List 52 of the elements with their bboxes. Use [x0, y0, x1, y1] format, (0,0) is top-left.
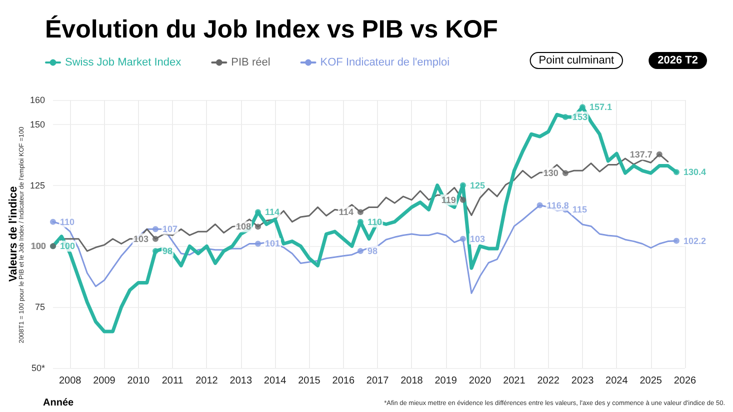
x-tick-label: 2008 [58, 376, 82, 386]
data-label: 115 [572, 204, 587, 215]
data-label: 137.7 [630, 149, 652, 160]
y-tick-label: 160 [30, 95, 45, 105]
x-tick-label: 2011 [162, 376, 184, 386]
y-axis-title: Valeurs de l'indice [8, 186, 20, 282]
chart-title: Évolution du Job Index vs PIB vs KOF [45, 14, 498, 44]
data-label: 103 [470, 234, 485, 244]
x-tick-label: 2021 [503, 376, 526, 386]
data-label: 114 [338, 207, 354, 218]
legend-label: PIB réel [231, 56, 270, 68]
x-tick-label: 2012 [196, 376, 218, 386]
x-tick-label: 2025 [640, 376, 662, 386]
x-tick-label: 2024 [606, 376, 628, 386]
x-tick-label: 2023 [571, 376, 594, 386]
data-label: 130.4 [683, 167, 706, 178]
x-tick-label: 2022 [537, 376, 560, 386]
text: 2026 T2 [658, 54, 698, 66]
x-tick-label: 2013 [230, 376, 252, 386]
data-label: 157.1 [590, 102, 612, 112]
data-label: 114 [264, 207, 280, 218]
data-label: 110 [60, 216, 75, 227]
x-tick-label: 2019 [434, 376, 458, 386]
x-tick-label: 2016 [332, 376, 355, 386]
data-label: 110 [367, 216, 382, 227]
data-label: 153 [572, 112, 588, 122]
x-tick-label: 2018 [400, 376, 424, 386]
data-label: 102.2 [683, 236, 706, 246]
y-tick-label: 75 [34, 302, 45, 312]
data-label: 107 [162, 224, 178, 234]
x-tick-label: 2009 [93, 376, 116, 386]
data-label: 101 [264, 238, 280, 249]
data-label: 116.8 [546, 200, 569, 210]
x-tick-label: 2020 [468, 376, 492, 386]
data-label: 100 [60, 241, 76, 252]
x-tick-label: 2026 [674, 376, 697, 386]
data-label: 98 [162, 246, 172, 256]
legend-label: KOF Indicateur de l'emploi [320, 56, 450, 68]
x-tick-label: 2010 [127, 376, 150, 386]
y-tick-label: 100 [30, 241, 45, 252]
x-tick-label: 2014 [264, 376, 287, 386]
legend-label: Swiss Job Market Index [65, 56, 182, 68]
y-tick-label: 150 [30, 119, 45, 130]
y-tick-label: 125 [30, 180, 45, 190]
data-label: 98 [367, 246, 378, 256]
data-label: 125 [470, 180, 485, 190]
x-tick-label: 2015 [298, 376, 321, 386]
y-tick-label: 50* [31, 363, 46, 373]
x-axis-title: Année [43, 398, 74, 408]
x-tick-label: 2017 [366, 376, 390, 386]
data-label: 119 [441, 194, 456, 205]
text: Point culminant [538, 54, 614, 66]
